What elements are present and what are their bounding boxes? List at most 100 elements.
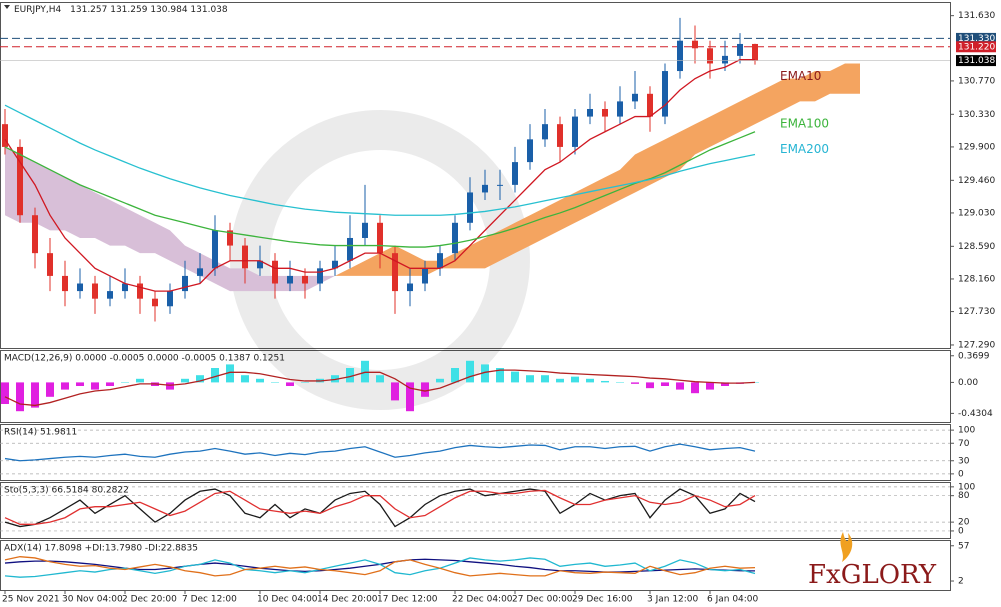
macd-bar (106, 382, 114, 386)
watermark (230, 110, 530, 410)
candle-body (212, 230, 218, 269)
cloud-segment (755, 86, 770, 125)
candle-body (512, 162, 518, 185)
cloud-segment (560, 192, 575, 231)
symbol: EURJPY,H4 (14, 5, 62, 15)
y-tick-label: 57 (958, 541, 969, 551)
y-tick-label: 100 (958, 426, 975, 436)
macd-bar (46, 382, 54, 397)
ohlc-low: 130.984 (150, 5, 187, 15)
x-tick-label: 30 Nov 04:00 (62, 595, 123, 605)
y-tick-label: 2 (958, 577, 964, 587)
cloud-segment (335, 268, 350, 276)
macd-bar (496, 368, 504, 383)
candle-body (152, 298, 158, 307)
macd-bar (31, 382, 39, 408)
candle-body (182, 275, 188, 292)
y-tick-label: 131.630 (958, 11, 995, 21)
cloud-segment (845, 63, 860, 94)
adx-panel (0, 540, 951, 591)
level-label: 131.220 (958, 42, 995, 52)
level-label-box (956, 32, 996, 44)
macd-bar (346, 368, 354, 383)
x-tick-label: 2 Dec 20:00 (122, 595, 177, 605)
x-tick-label: 27 Dec 00:00 (512, 595, 573, 605)
macd-bar (391, 382, 399, 401)
cloud-segment (455, 245, 470, 269)
candle-body (572, 116, 578, 147)
candle-body (737, 43, 743, 56)
candle-body (437, 253, 443, 269)
y-tick-label: 128.590 (958, 242, 995, 252)
cloud-segment (830, 63, 845, 94)
cloud-segment (140, 215, 155, 254)
y-tick-label: 127.730 (958, 307, 995, 317)
y-tick-label: 127.290 (958, 340, 995, 350)
y-tick-label: 129.030 (958, 208, 995, 218)
candle-body (137, 283, 143, 299)
cloud-segment (530, 207, 545, 246)
macd-bar (361, 360, 369, 383)
candle-body (467, 192, 473, 223)
last-price-label: 131.038 (958, 56, 995, 66)
macd-bar (196, 375, 204, 383)
macd-bar (451, 368, 459, 383)
x-tick-label: 10 Dec 04:00 (257, 595, 318, 605)
candle-body (662, 71, 668, 117)
candle-body (107, 291, 113, 299)
cloud-segment (665, 131, 680, 178)
macd-bar (511, 371, 519, 383)
candle-body (32, 215, 38, 254)
macd-bar (691, 382, 699, 394)
series-label: EMA200 (780, 142, 829, 156)
candle-body (692, 40, 698, 49)
ohlc-open: 131.257 (70, 5, 107, 15)
macd-bar (226, 364, 234, 383)
cloud-segment (710, 108, 725, 147)
panel-title: RSI(14) 51.9811 (4, 428, 77, 438)
candle-body (272, 260, 278, 284)
cloud-segment (470, 237, 485, 269)
macd-bar (406, 382, 414, 412)
y-tick-label: 80 (958, 491, 970, 501)
candle-body (122, 283, 128, 292)
cloud-segment (440, 253, 455, 269)
cloud-segment (260, 275, 275, 292)
cloud-segment (395, 245, 410, 276)
candle-body (497, 184, 503, 186)
cloud-segment (320, 275, 335, 284)
candle-body (347, 237, 353, 261)
candle-body (542, 124, 548, 140)
y-tick-label: 129.460 (958, 176, 995, 186)
macd-bar (136, 378, 144, 383)
cloud-segment (5, 146, 20, 223)
macd-bar (541, 375, 549, 383)
y-tick-label: -0.4304 (958, 409, 993, 419)
macd-bar (121, 382, 129, 383)
cloud-segment (410, 253, 425, 276)
cloud-segment (785, 78, 800, 109)
cloud-segment (545, 200, 560, 238)
macd-bar (706, 382, 714, 390)
macd-panel (0, 350, 951, 423)
x-tick-label: 22 Dec 04:00 (452, 595, 513, 605)
macd-bar (646, 382, 654, 389)
candle-body (47, 253, 53, 276)
indicator-line (4, 369, 756, 407)
candle-body (92, 283, 98, 299)
cloud-segment (305, 275, 320, 292)
candle-body (392, 253, 398, 292)
sto-panel (0, 482, 951, 539)
candle-body (632, 93, 638, 102)
cloud-segment (215, 260, 230, 292)
main-panel (0, 2, 951, 349)
candle-body (482, 184, 488, 193)
panel-title: MACD(12,26,9) 0.0000 -0.0005 0.0000 -0.0… (4, 354, 285, 364)
ohlc-close: 131.038 (190, 5, 227, 15)
cloud-segment (590, 177, 605, 216)
macd-bar (571, 376, 579, 383)
panel-title: Sto(5,3,3) 66.5184 80.2822 (4, 486, 129, 496)
cloud-segment (770, 78, 785, 117)
x-tick-label: 25 Nov 2021 (2, 595, 60, 605)
macd-bar (616, 382, 624, 383)
